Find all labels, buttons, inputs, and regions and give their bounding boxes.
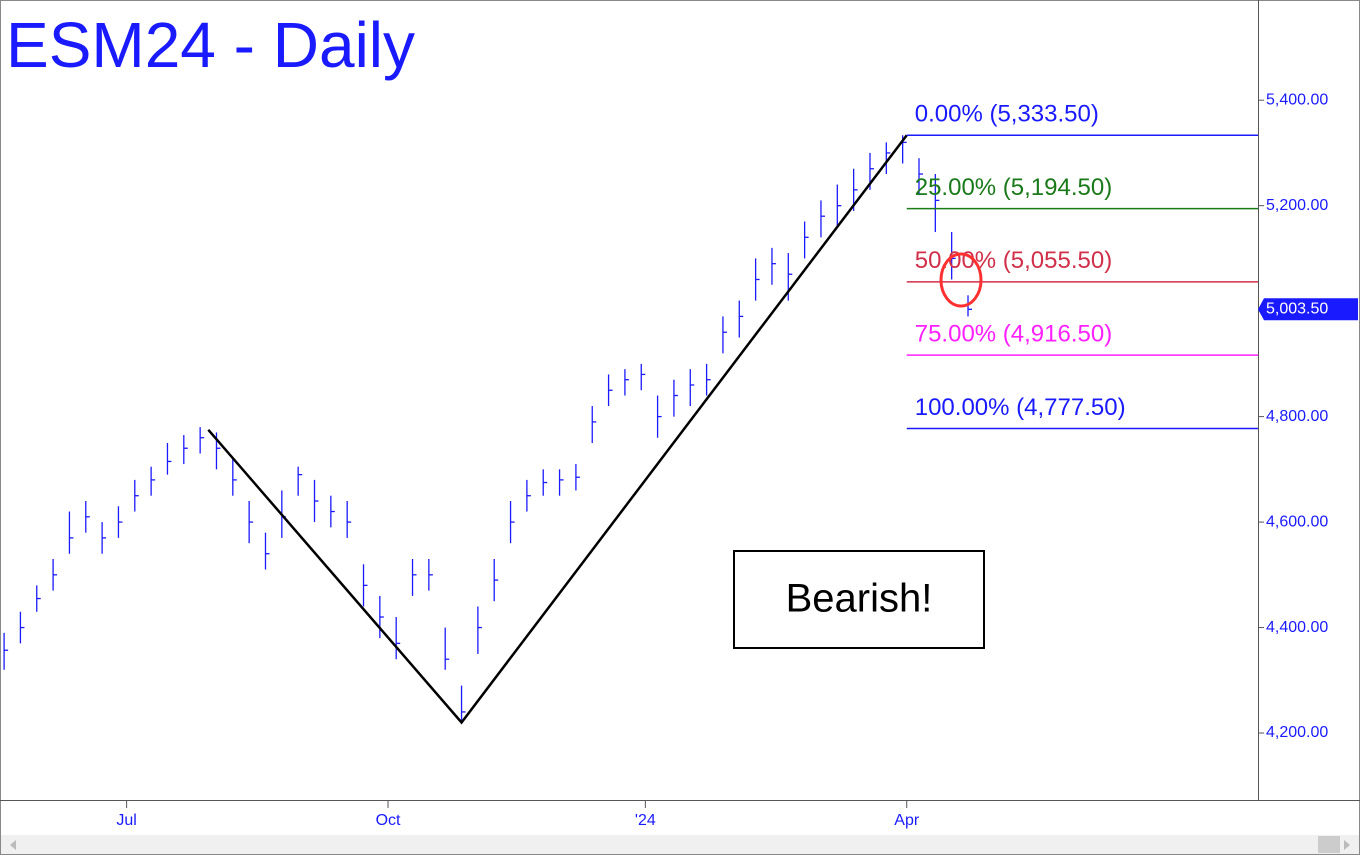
chart-title: ESM24 - Daily — [6, 9, 415, 81]
x-tick-label: '24 — [635, 812, 656, 829]
last-price-label: 5,003.50 — [1266, 301, 1328, 318]
y-tick-label: 4,200.00 — [1266, 724, 1328, 741]
scroll-left[interactable] — [10, 840, 16, 850]
fib-label: 50.00% (5,055.50) — [915, 247, 1112, 274]
y-tick-label: 5,200.00 — [1266, 197, 1328, 214]
highlight-circle — [939, 252, 983, 308]
y-tick-label: 4,800.00 — [1266, 408, 1328, 425]
x-tick-label: Oct — [376, 812, 401, 829]
scroll-thumb[interactable] — [1318, 836, 1340, 853]
y-tick-label: 5,400.00 — [1266, 91, 1328, 108]
x-tick-label: Apr — [894, 812, 920, 829]
x-tick-label: Jul — [116, 812, 136, 829]
y-tick-label: 4,400.00 — [1266, 619, 1328, 636]
fib-label: 75.00% (4,916.50) — [915, 321, 1112, 348]
last-price-tag — [1258, 298, 1358, 321]
scroll-right[interactable] — [1344, 840, 1350, 850]
trendline — [207, 134, 908, 725]
y-tick-label: 4,600.00 — [1266, 513, 1328, 530]
fib-label: 25.00% (5,194.50) — [915, 174, 1112, 201]
annotation: Bearish! — [786, 577, 933, 621]
fib-label: 0.00% (5,333.50) — [915, 101, 1099, 128]
annotation-box — [733, 550, 985, 649]
fib-label: 100.00% (4,777.50) — [915, 394, 1126, 421]
scrollbar[interactable] — [1, 835, 1359, 854]
